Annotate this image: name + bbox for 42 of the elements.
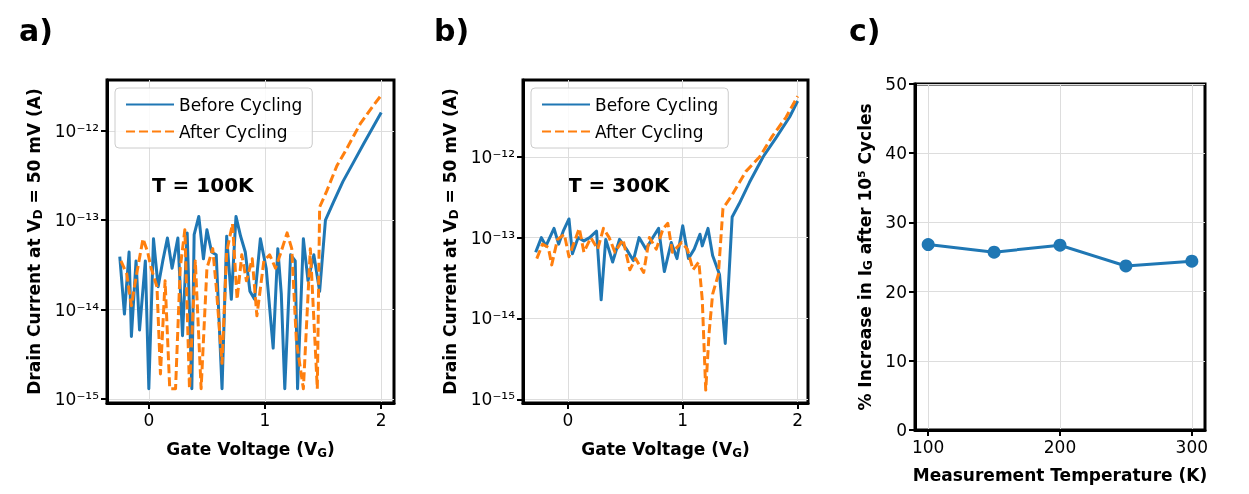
legend-label: Before Cycling [595, 94, 719, 115]
x-tick-label: 0 [562, 409, 574, 430]
y-axis-title: Drain Current at VD = 50 mV (A) [440, 88, 461, 395]
line-series [534, 99, 800, 345]
point [1119, 259, 1133, 273]
y-tick-label: 10⁻¹⁴ [54, 299, 100, 320]
x-tick-label: 200 [1043, 436, 1077, 457]
y-tick-label: 10 [885, 350, 907, 371]
x-tick-label: 1 [259, 409, 271, 430]
y-tick-label: 10⁻¹³ [54, 210, 99, 231]
y-tick-label: 10⁻¹⁴ [470, 308, 516, 329]
chart-title: a) [19, 12, 53, 48]
y-axis-title: % Increase in IG after 10⁵ Cycles [854, 103, 876, 411]
y-tick-label: 10⁻¹² [470, 146, 515, 167]
annotation: T = 300K [568, 173, 672, 197]
point [921, 238, 935, 252]
point [1185, 254, 1199, 268]
y-tick-label: 50 [885, 74, 907, 94]
legend-label: After Cycling [595, 121, 704, 142]
y-tick-label: 10⁻¹² [54, 120, 99, 141]
y-tick-label: 20 [885, 281, 907, 302]
y-axis-title: Drain Current at VD = 50 mV (A) [24, 88, 45, 395]
legend-label: Before Cycling [179, 94, 303, 115]
chart-title: c) [849, 12, 881, 48]
x-tick-label: 300 [1175, 436, 1209, 457]
x-tick-label: 1 [677, 409, 689, 430]
point [1053, 238, 1067, 252]
x-tick-label: 0 [143, 409, 155, 430]
x-tick-label: 2 [375, 409, 387, 430]
point [987, 245, 1001, 259]
y-tick-label: 30 [885, 212, 907, 233]
x-tick-label: 2 [792, 409, 804, 430]
x-tick-label: 100 [911, 436, 945, 457]
line-series [535, 94, 800, 392]
x-axis-title: Measurement Temperature (K) [912, 464, 1208, 485]
y-tick-label: 10⁻¹⁵ [54, 388, 99, 409]
y-tick-label: 40 [885, 143, 907, 164]
legend-label: After Cycling [179, 121, 288, 142]
y-tick-label: 10⁻¹³ [470, 227, 515, 248]
annotation: T = 100K [152, 173, 256, 197]
chart-title: b) [434, 12, 470, 48]
y-tick-label: 10⁻¹⁵ [470, 389, 515, 410]
